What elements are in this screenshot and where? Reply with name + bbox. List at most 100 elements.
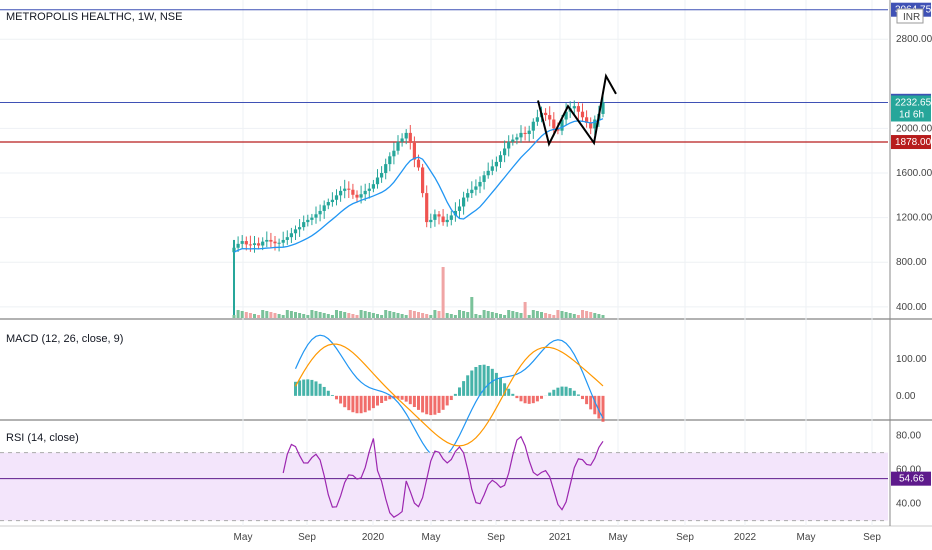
candle-body [334, 195, 339, 200]
candle-body [343, 188, 347, 191]
candle-body [298, 227, 302, 230]
macd-hist-bar [359, 395, 363, 414]
volume-bar [376, 314, 379, 318]
volume-bar [548, 314, 552, 318]
candle-body [265, 239, 269, 242]
candle-body [474, 186, 478, 190]
volume-bar [470, 297, 474, 318]
candle-body [306, 219, 310, 223]
candle-body [523, 132, 527, 135]
x-tick-label: 2020 [362, 532, 385, 543]
price-tick-label: 2800.00 [896, 34, 932, 45]
volume-bar [540, 312, 543, 318]
rsi-value-label: 54.66 [899, 474, 924, 485]
macd-hist-bar [380, 395, 384, 403]
macd-hist-bar [310, 379, 314, 396]
volume-bar [269, 312, 273, 318]
price-tick-label: 2000.00 [896, 123, 932, 134]
volume-bar [425, 314, 429, 318]
x-tick-label: May [234, 532, 253, 543]
macd-hist-bar [388, 395, 392, 400]
macd-hist-bar [318, 383, 322, 396]
volume-bar [265, 311, 269, 318]
candle-body [359, 194, 363, 198]
volume-bar [253, 314, 256, 318]
candle-body [240, 241, 244, 244]
macd-hist-bar [425, 395, 429, 415]
macd-hist-bar [339, 395, 343, 404]
candle-body [293, 229, 298, 234]
macd-hist-bar [347, 395, 351, 411]
macd-hist-bar [540, 395, 543, 399]
volume-bar [458, 310, 461, 318]
x-tick-label: May [609, 532, 628, 543]
candle-body [441, 216, 445, 223]
rsi-tick-label: 60.00 [896, 465, 921, 476]
volume-bar [335, 310, 338, 318]
candle-body [421, 167, 425, 194]
volume-bar [261, 310, 265, 318]
candle-body [347, 188, 351, 190]
candle-body [236, 243, 240, 248]
volume-bar [281, 315, 285, 318]
macd-hist-bar [371, 395, 375, 409]
volume-bar [576, 315, 580, 318]
x-tick-label: Sep [487, 532, 505, 543]
candle-body [273, 241, 277, 244]
currency-badge[interactable] [896, 8, 924, 24]
candle-body [470, 189, 474, 194]
volume-bar [412, 311, 416, 318]
candle-body [371, 184, 375, 189]
volume-bar [310, 310, 314, 318]
signal-line [294, 343, 604, 447]
x-tick-label: 2022 [734, 532, 757, 543]
volume-bar [568, 313, 572, 318]
volume-bar [597, 314, 601, 318]
candle-body [363, 190, 367, 195]
candle-body [486, 170, 490, 176]
macd-hist-bar [503, 383, 507, 396]
x-tick-label: Sep [298, 532, 316, 543]
candle-body [453, 210, 457, 216]
volume-bar [257, 315, 261, 318]
macd-hist-bar [490, 368, 494, 396]
candle-body [482, 175, 486, 182]
price-tick-label: 400.00 [896, 302, 927, 313]
macd-hist-bar [433, 395, 437, 415]
volume-bar [535, 311, 539, 318]
volume-bar [392, 312, 396, 318]
macd-hist-bar [330, 394, 334, 396]
candle-body [392, 150, 396, 157]
volume-bar [318, 312, 322, 318]
candle-body [494, 161, 498, 167]
price-tag [891, 135, 931, 150]
candle-body [318, 210, 322, 215]
candle-body [310, 217, 314, 220]
candle-body [560, 119, 564, 131]
volume-bar [363, 311, 367, 318]
candle-body [281, 239, 285, 243]
volume-bar [552, 315, 556, 318]
rsi-band [0, 452, 888, 521]
candle-body [585, 117, 589, 123]
macd-title: MACD (12, 26, close, 9) [6, 333, 123, 345]
volume-bar [294, 312, 297, 318]
macd-hist-bar [474, 366, 478, 396]
candle-body [548, 115, 552, 120]
volume-bar [515, 312, 519, 318]
candle-body [302, 222, 306, 228]
macd-hist-bar [462, 381, 466, 396]
volume-bar [503, 315, 507, 318]
macd-hist-bar [322, 386, 326, 396]
volume-bar [453, 315, 457, 318]
candle-body [404, 132, 408, 139]
price-tag-label: 1878.00 [895, 137, 932, 148]
volume-bar [531, 310, 535, 318]
macd-hist-bar [568, 388, 572, 396]
pattern-drawing [537, 73, 617, 147]
macd-line [294, 334, 604, 459]
volume-bar [339, 311, 343, 318]
macd-hist-bar [535, 395, 539, 402]
macd-hist-bar [458, 387, 461, 396]
macd-hist-bar [417, 395, 420, 410]
